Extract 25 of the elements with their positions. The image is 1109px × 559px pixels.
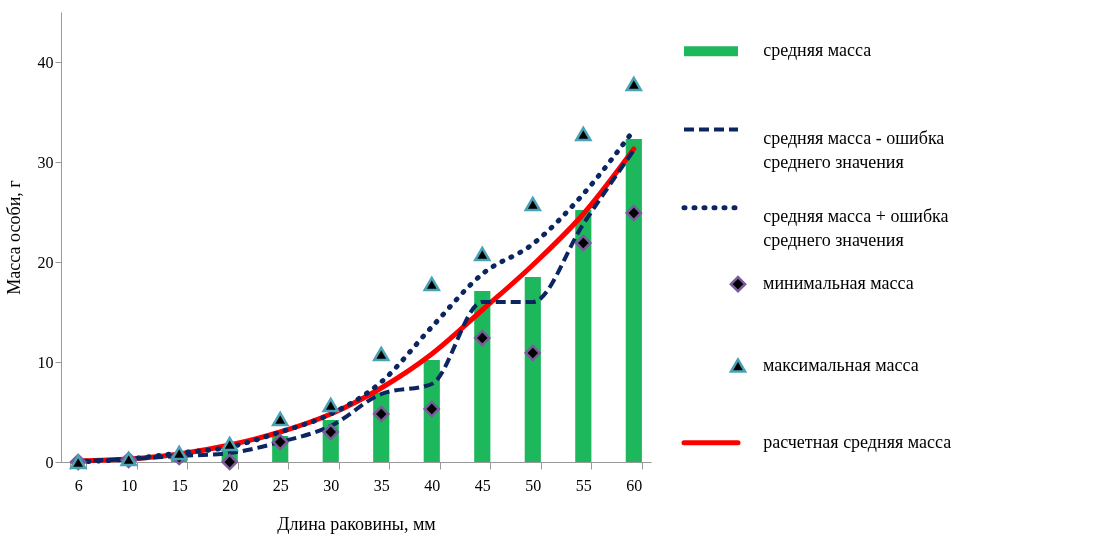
x-tick-label: 20	[222, 476, 239, 494]
y-tick-label: 10	[37, 353, 54, 371]
x-tick-label: 15	[171, 476, 188, 494]
x-axis-title: Длина раковины, мм	[277, 513, 436, 534]
y-tick-label: 20	[37, 253, 54, 271]
x-tick-label: 60	[626, 476, 643, 494]
legend-label: максимальная масса	[763, 354, 919, 375]
legend-label: средняя масса	[763, 40, 872, 61]
legend-label: минимальная масса	[763, 273, 914, 294]
x-tick-label: 10	[121, 476, 138, 494]
x-tick-label: 6	[74, 476, 83, 494]
legend-label: средняя масса - ошибка среднего значения	[763, 127, 945, 172]
y-tick-label: 30	[37, 153, 54, 171]
legend-label: расчетная средняя масса	[763, 431, 952, 452]
y-axis-title: Масса особи, г	[3, 180, 24, 295]
x-tick-label: 30	[323, 476, 340, 494]
y-tick-label: 0	[45, 453, 54, 471]
legend-label: средняя масса + ошибка среднего значения	[763, 205, 949, 250]
x-tick-label: 40	[424, 476, 441, 494]
x-tick-label: 55	[575, 476, 592, 494]
x-tick-label: 50	[525, 476, 542, 494]
x-tick-label: 35	[373, 476, 390, 494]
x-tick-label: 25	[272, 476, 289, 494]
x-tick-label: 45	[474, 476, 491, 494]
y-tick-label: 40	[37, 53, 54, 71]
